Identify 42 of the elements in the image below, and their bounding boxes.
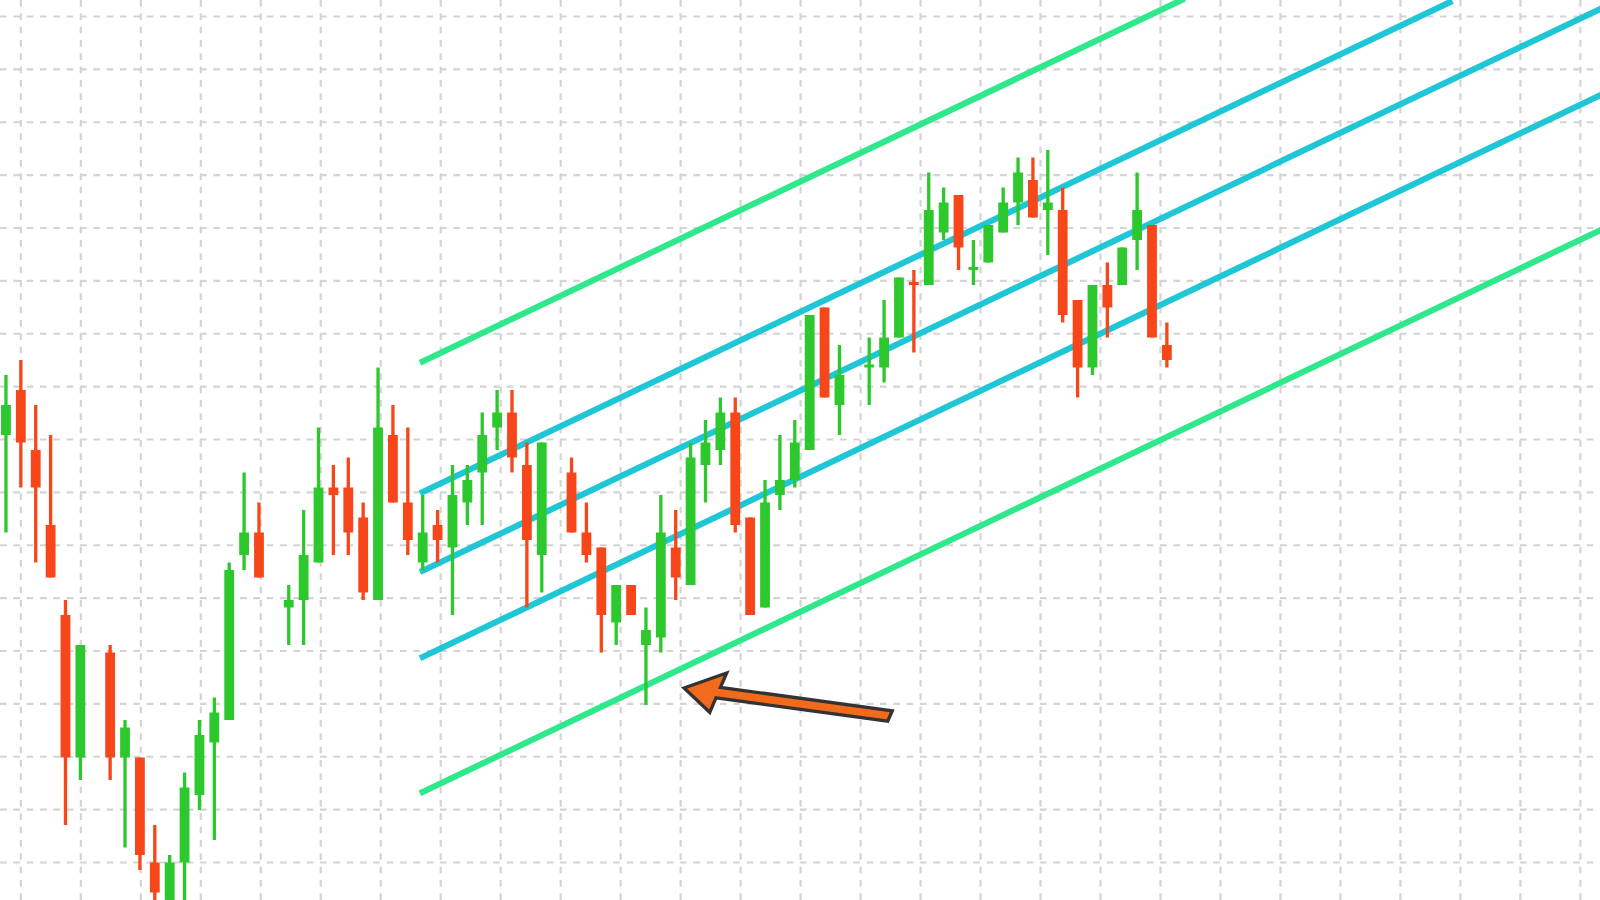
candlestick [611, 583, 622, 647]
candlestick [492, 388, 503, 452]
candlestick [402, 425, 413, 557]
candlestick [209, 695, 220, 842]
candlestick [938, 185, 949, 242]
candlestick [328, 463, 339, 557]
candlestick [120, 718, 130, 850]
candlestick [1132, 170, 1143, 272]
candlestick [507, 388, 517, 475]
candlestick [1117, 245, 1128, 287]
candlestick [1028, 155, 1038, 220]
candlestick [1013, 155, 1023, 227]
candlestick [581, 500, 592, 565]
candlestick [789, 418, 800, 490]
candlestick [283, 583, 294, 647]
candlestick [417, 493, 428, 572]
candlestick [1161, 320, 1172, 370]
candlestick [254, 500, 264, 580]
candlestick [908, 268, 919, 355]
candlestick [1042, 148, 1053, 257]
candlestick [670, 508, 681, 602]
candlestick [462, 463, 473, 527]
candlestick [983, 223, 994, 265]
candlestick [343, 455, 354, 557]
candlestick [864, 335, 875, 407]
candlestick [1, 373, 11, 535]
candlestick [149, 823, 160, 900]
candlestick [164, 853, 175, 900]
candlestick [30, 403, 41, 565]
candlestick [879, 298, 889, 385]
candlestick [998, 185, 1009, 235]
candlestick [641, 605, 651, 707]
candlestick [968, 238, 979, 287]
candlestick [700, 418, 711, 505]
candlestick [298, 508, 309, 647]
candlestick [432, 508, 443, 565]
candlestick [775, 433, 785, 512]
candlestick [834, 343, 845, 437]
candlestick [239, 470, 249, 572]
candlestick [477, 410, 488, 527]
candlestick [715, 395, 726, 467]
candlestick [1102, 260, 1113, 340]
